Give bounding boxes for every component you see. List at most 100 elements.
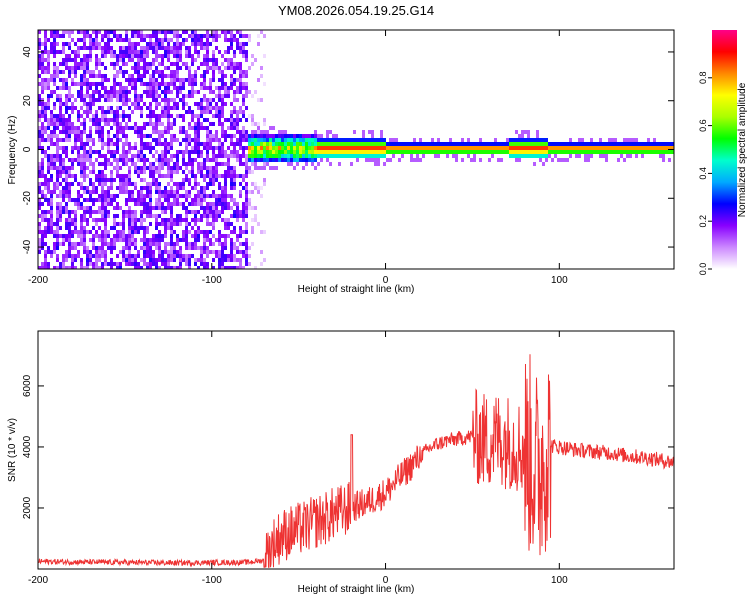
spectrogram-cell	[185, 30, 188, 34]
spectrogram-cell	[65, 202, 68, 206]
spectrogram-cell	[275, 138, 278, 142]
spectrogram-cell	[635, 146, 638, 150]
spectrogram-cell	[575, 154, 578, 158]
spectrogram-cell	[53, 130, 56, 134]
spectrogram-cell	[221, 262, 224, 266]
spectrogram-cell	[161, 110, 164, 114]
spectrogram-cell	[146, 250, 149, 254]
spectrogram-cell	[182, 202, 185, 206]
spectrogram-cell	[125, 198, 128, 202]
spectrogram-cell	[587, 158, 590, 162]
spectrogram-cell	[311, 138, 314, 142]
spectrogram-cell	[68, 42, 71, 46]
spectrogram-cell	[56, 142, 59, 146]
spectrogram-cell	[257, 166, 260, 170]
spectrogram-cell	[179, 130, 182, 134]
spectrogram-cell	[110, 262, 113, 266]
spectrogram-cell	[50, 30, 53, 34]
spectrogram-cell	[191, 146, 194, 150]
spectrogram-cell	[110, 182, 113, 186]
spectrogram-cell	[332, 154, 335, 158]
spectrogram-cell	[392, 142, 395, 146]
spectrogram-cell	[209, 122, 212, 126]
spectrogram-cell	[101, 146, 104, 150]
spectrogram-cell	[56, 266, 59, 269]
spectrogram-cell	[101, 262, 104, 266]
spectrogram-cell	[173, 198, 176, 202]
spectrogram-cell	[167, 190, 170, 194]
spectrogram-cell	[512, 154, 515, 158]
spectrogram-cell	[179, 42, 182, 46]
spectrogram-cell	[623, 138, 626, 142]
spectrogram-cell	[209, 242, 212, 246]
spectrogram-cell	[128, 158, 131, 162]
spectrogram-cell	[173, 82, 176, 86]
spectrogram-cell	[221, 194, 224, 198]
spectrogram-cell	[224, 90, 227, 94]
spectrogram-cell	[221, 254, 224, 258]
spectrogram-cell	[236, 142, 239, 146]
spectrogram-cell	[266, 146, 269, 150]
spectrogram-cell	[146, 94, 149, 98]
spectrogram-cell	[140, 194, 143, 198]
spectrogram-cell	[89, 106, 92, 110]
spectrogram-cell	[107, 98, 110, 102]
spectrogram-cell	[116, 214, 119, 218]
spectrogram-cell	[65, 178, 68, 182]
spectrogram-cell	[623, 158, 626, 162]
spectrogram-cell	[47, 98, 50, 102]
spectrogram-cell	[512, 150, 515, 154]
spectrogram-cell	[389, 158, 392, 162]
spectrogram-cell	[170, 74, 173, 78]
spectrogram-cell	[425, 150, 428, 154]
spectrogram-cell	[140, 110, 143, 114]
spectrogram-cell	[419, 158, 422, 162]
spectrogram-cell	[95, 46, 98, 50]
spectrogram-cell	[110, 154, 113, 158]
spectrogram-cell	[101, 54, 104, 58]
spectrogram-cell	[74, 130, 77, 134]
spectrogram-cell	[146, 206, 149, 210]
spectrogram-cell	[239, 230, 242, 234]
spectrogram-cell	[131, 230, 134, 234]
spectrogram-cell	[176, 50, 179, 54]
spectrogram-cell	[131, 162, 134, 166]
spectrogram-cell	[248, 38, 251, 42]
spectrogram-cell	[146, 50, 149, 54]
spectrogram-cell	[38, 166, 41, 170]
spectrogram-cell	[95, 110, 98, 114]
spectrogram-cell	[89, 38, 92, 42]
spectrogram-cell	[200, 262, 203, 266]
y-tick-label: 2000	[22, 496, 33, 519]
spectrogram-cell	[263, 150, 266, 154]
spectrogram-cell	[176, 250, 179, 254]
spectrogram-cell	[230, 250, 233, 254]
spectrogram-cell	[185, 62, 188, 66]
spectrogram-cell	[83, 186, 86, 190]
spectrogram-cell	[56, 86, 59, 90]
spectrogram-cell	[299, 142, 302, 146]
spectrogram-cell	[59, 86, 62, 90]
spectrogram-cell	[203, 194, 206, 198]
spectrogram-cell	[545, 142, 548, 146]
spectrogram-cell	[116, 74, 119, 78]
spectrogram-cell	[122, 58, 125, 62]
spectrogram-cell	[98, 122, 101, 126]
spectrogram-cell	[647, 150, 650, 154]
spectrogram-cell	[47, 82, 50, 86]
spectrogram-cell	[77, 30, 80, 34]
spectrogram-cell	[92, 182, 95, 186]
spectrogram-cell	[224, 202, 227, 206]
spectrogram-cell	[209, 58, 212, 62]
spectrogram-cell	[119, 50, 122, 54]
spectrogram-cell	[203, 142, 206, 146]
spectrogram-cell	[278, 150, 281, 154]
spectrogram-cell	[239, 190, 242, 194]
spectrogram-cell	[230, 266, 233, 269]
spectrogram-cell	[146, 226, 149, 230]
spectrogram-cell	[107, 134, 110, 138]
spectrogram-cell	[194, 178, 197, 182]
spectrogram-cell	[572, 150, 575, 154]
spectrogram-cell	[164, 30, 167, 34]
spectrogram-cell	[605, 142, 608, 146]
